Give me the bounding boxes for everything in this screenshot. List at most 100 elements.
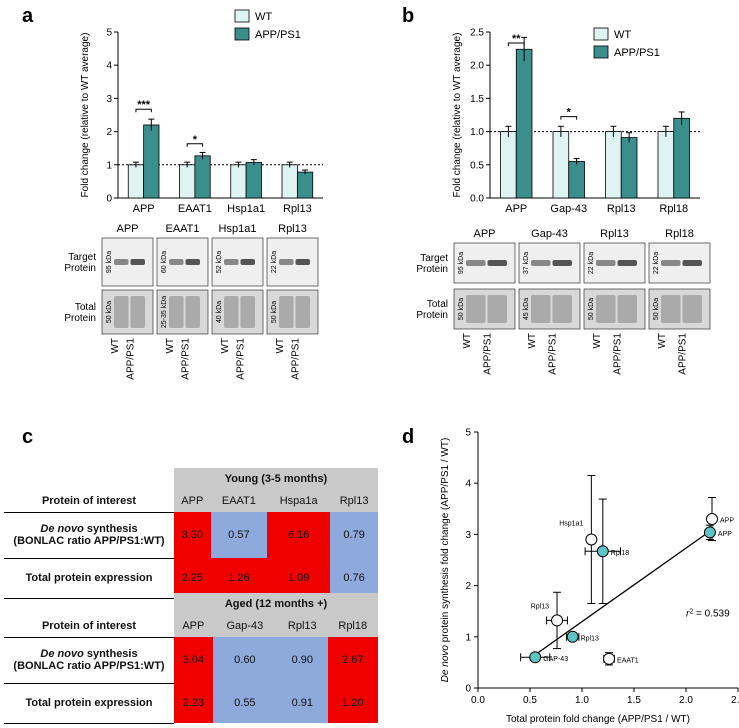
- a-lane-label: WT: [110, 338, 121, 354]
- d-y-tick-label: 1: [465, 632, 471, 643]
- panel-c-letter: c: [22, 426, 33, 448]
- aged-protein-3: Rpl18: [327, 615, 378, 637]
- a-bar-wt-2: [230, 164, 247, 199]
- b-x-tick-label: Rpl18: [659, 203, 688, 215]
- panel-d-scatter-chart: 0.0 0.5 1.0 1.5 2.0 2.5 0 1 2 3 4 5 Total protein fo…: [440, 428, 739, 726]
- aged-protein-header: Protein of interest: [41, 619, 137, 632]
- a-legend-swatch: [234, 9, 250, 23]
- aged-total-value-1: 0.55: [212, 683, 278, 723]
- d-point-label: APP: [720, 518, 734, 525]
- d-x-tick-label: 1.5: [627, 695, 641, 706]
- panel-b-bar-chart: 0.0 0.5 1.0 1.5 2.0 2.5 Fold change (relative …: [452, 28, 700, 215]
- b-y-tick-label: 0.5: [470, 160, 484, 171]
- b-legend-label: APP/PS1: [614, 47, 660, 59]
- panel-b-letter: b: [402, 5, 414, 27]
- a-bar-appps1-0: [143, 124, 160, 199]
- young-protein-1: EAAT1: [210, 490, 268, 512]
- b-total-band: [487, 295, 507, 323]
- d-x-axis-label: Total protein fold change (APP/PS1 / WT): [506, 714, 690, 725]
- a-total-kda: 50 kDa: [271, 301, 278, 323]
- d-y-tick-label: 0: [465, 684, 471, 695]
- d-point-label: Rpl18: [611, 550, 629, 557]
- d-point-app-young: [706, 513, 718, 526]
- b-total-band: [531, 295, 551, 323]
- b-y-tick-label: 2.0: [470, 61, 484, 72]
- d-point-label: APP: [718, 531, 732, 538]
- a-x-tick-label: Hsp1a1: [227, 203, 265, 215]
- a-y-tick-label: 0: [106, 194, 112, 205]
- b-total-kda: 50 kDa: [458, 298, 465, 320]
- a-significance-label: *: [193, 134, 198, 146]
- a-total-band: [279, 296, 294, 328]
- b-x-tick-label: Gap-43: [550, 203, 587, 215]
- d-x-tick-label: 2.5: [731, 695, 739, 706]
- b-blot-protein-label: Rpl18: [665, 228, 694, 240]
- aged-table: Aged (12 months +) Protein of interest A…: [4, 593, 378, 724]
- b-target-band: [682, 260, 702, 266]
- a-lane-label: APP/PS1: [236, 338, 247, 380]
- b-lane-label: APP/PS1: [678, 333, 689, 375]
- aged-denovo-label: De novo synthesis (BONLAC ratio APP/PS1:W…: [4, 636, 174, 683]
- b-target-kda: 22 kDa: [588, 252, 595, 274]
- d-point-rpl13-aged: [566, 630, 579, 643]
- b-target-band: [661, 260, 681, 266]
- d-point-app-aged: [703, 526, 716, 539]
- b-legend-swatch: [593, 45, 609, 59]
- b-target-band: [596, 260, 616, 266]
- d-point-rpl13-young: [551, 614, 564, 627]
- b-y-tick-label: 2.5: [470, 28, 484, 39]
- b-lane-label: WT: [527, 333, 538, 349]
- d-point-label: EAAT1: [617, 657, 639, 664]
- d-y-tick-label: 2: [465, 581, 471, 592]
- young-table: Young (3-5 months) Protein of interest A…: [4, 468, 378, 599]
- a-target-band: [130, 259, 145, 265]
- d-y-tick-label: 5: [465, 428, 471, 439]
- a-target-kda: 52 kDa: [216, 251, 223, 273]
- panel-d-letter: d: [402, 426, 414, 448]
- a-total-label-2: Protein: [64, 313, 96, 324]
- aged-denovo-value-3: 2.67: [327, 637, 378, 683]
- b-blot-protein-label: APP: [473, 228, 495, 240]
- a-target-band: [114, 259, 129, 265]
- d-point-label: Rpl13: [581, 635, 599, 642]
- b-bar-wt-3: [657, 131, 675, 199]
- a-blot-protein-label: Rpl13: [278, 223, 307, 235]
- b-legend-label: WT: [614, 29, 631, 41]
- a-target-band: [279, 259, 294, 265]
- b-total-band: [466, 295, 486, 323]
- b-target-kda: 95 kDa: [458, 252, 465, 274]
- a-total-kda: 40 kDa: [216, 301, 223, 323]
- b-y-axis-label: Fold change (relative to WT average): [452, 33, 463, 198]
- young-denovo-label: De novo synthesis (BONLAC ratio APP/PS1:W…: [4, 511, 174, 558]
- a-total-band: [224, 296, 239, 328]
- b-target-band: [466, 260, 486, 266]
- a-y-tick-label: 1: [106, 160, 112, 171]
- a-y-tick-label: 4: [106, 61, 112, 72]
- a-target-kda: 60 kDa: [161, 251, 168, 273]
- a-blot-protein-label: APP: [116, 223, 138, 235]
- d-y-tick-label: 3: [465, 530, 471, 541]
- aged-denovo-value-1: 0.60: [212, 637, 278, 683]
- b-lane-label: APP/PS1: [483, 333, 494, 375]
- a-total-band: [240, 296, 255, 328]
- b-bar-appps1-1: [568, 161, 585, 199]
- d-point-label: Rpl13: [531, 603, 549, 610]
- b-total-kda: 50 kDa: [588, 298, 595, 320]
- d-y-tick-label: 4: [465, 479, 471, 490]
- d-x-tick-label: 0.0: [471, 695, 485, 706]
- a-target-kda: 95 kDa: [106, 251, 113, 273]
- d-fit-line: [534, 527, 715, 656]
- a-target-band: [169, 259, 184, 265]
- a-total-kda: 50 kDa: [106, 301, 113, 323]
- b-bar-wt-2: [605, 131, 622, 199]
- a-target-band: [224, 259, 239, 265]
- b-y-tick-label: 1.0: [470, 127, 484, 138]
- aged-total-value-3: 1.20: [327, 683, 378, 723]
- b-target-band: [487, 260, 507, 266]
- a-y-tick-label: 3: [106, 94, 112, 105]
- d-r2-label: r2 = 0.539: [686, 608, 730, 620]
- b-total-label-1: Total: [427, 299, 448, 310]
- a-y-tick-label: 5: [106, 28, 112, 39]
